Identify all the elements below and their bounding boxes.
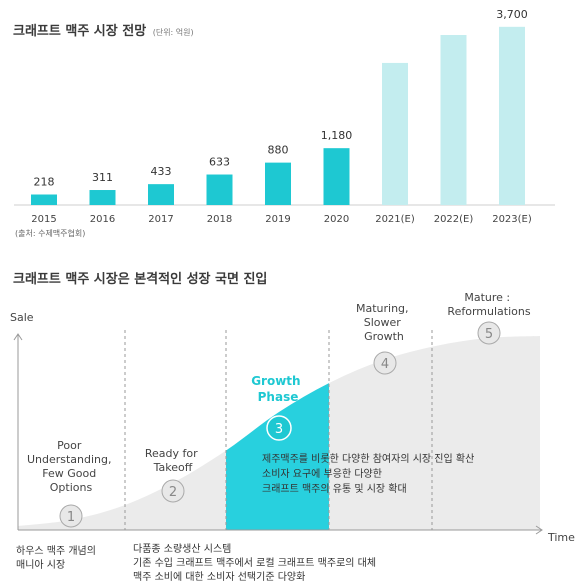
phase-3-label: Growth Phase (251, 374, 305, 404)
phase-5-number: 5 (485, 327, 493, 342)
bottom-middle-note: 다품종 소량생산 시스템 기존 수입 크래프트 맥주에서 로컬 크래프트 맥주로… (133, 543, 379, 583)
bar-value-label: 3,700 (496, 8, 528, 21)
phase-1-label: Poor Understanding, Few Good Options (27, 439, 115, 494)
bar-2022(E) (440, 35, 467, 206)
bar-value-label: 433 (151, 165, 172, 178)
x-tick-label: 2022(E) (434, 214, 474, 225)
growth-phase-curve-chart: Sale Time Poor Understanding, Few Good O… (10, 291, 575, 583)
bar-value-label: 1,180 (321, 129, 353, 142)
phase-1-number: 1 (67, 510, 75, 525)
bar-2023(E) (499, 26, 525, 205)
phase-2-circle (161, 479, 185, 503)
x-tick-label: 2023(E) (492, 214, 532, 225)
phase-2-label: Ready for Takeoff (145, 447, 201, 474)
x-tick-label: 2015 (31, 214, 56, 225)
phase-1-circle (59, 504, 83, 528)
market-forecast-bar-chart: 218 2015 311 2016 433 2017 633 2018 880 2019 1,180… (14, 8, 555, 225)
x-tick-label: 2016 (90, 214, 115, 225)
phase-4-number: 4 (381, 357, 389, 372)
phase-2-number: 2 (169, 485, 177, 500)
x-tick-label: 2018 (207, 214, 232, 225)
growth-phase-highlight (226, 383, 329, 530)
phase-5-label: Mature : Reformulations (447, 291, 530, 318)
x-axis-label: Time (547, 531, 575, 544)
phase-4-circle (373, 351, 397, 375)
x-axis-arrow-icon (535, 525, 543, 535)
phase-3-number: 3 (275, 422, 283, 437)
chart1-title: 크래프트 맥주 시장 전망 (13, 24, 147, 39)
bar-value-label: 633 (209, 156, 230, 169)
phase-5-circle (477, 321, 501, 345)
bar-2019 (265, 162, 291, 205)
chart1-title-row: 크래프트 맥주 시장 전망 (단위: 억원) (13, 20, 194, 39)
chart2-title: 크래프트 맥주 시장은 본격적인 성장 국면 진입 (13, 272, 268, 287)
bottom-left-note: 하우스 맥주 개념의 매니아 시장 (16, 544, 99, 571)
bar-value-label: 311 (92, 171, 113, 184)
chart1-source: (출처: 수제맥주협회) (15, 229, 86, 238)
growth-phase-notes: 제주맥주를 비롯한 다양한 참여자의 시장 진입 확산 소비자 요구에 부응한 … (262, 452, 477, 495)
x-tick-label: 2019 (265, 214, 290, 225)
y-axis-arrow-icon (13, 333, 23, 341)
bar-2021(E) (382, 62, 408, 206)
chart1-unit: (단위: 억원) (152, 28, 194, 37)
bar-value-label: 218 (34, 176, 55, 189)
bar-2015 (31, 194, 57, 205)
x-tick-label: 2021(E) (375, 214, 415, 225)
x-tick-label: 2020 (324, 214, 349, 225)
bar-2017 (148, 184, 174, 205)
bar-value-label: 880 (268, 144, 289, 157)
phase-3-circle (266, 415, 292, 441)
bar-2016 (89, 190, 116, 205)
phase-4-label: Maturing, Slower Growth (356, 302, 412, 343)
x-tick-label: 2017 (148, 214, 173, 225)
bar-2020 (323, 148, 350, 205)
bar-2018 (206, 174, 233, 205)
y-axis-label: Sale (10, 311, 34, 324)
